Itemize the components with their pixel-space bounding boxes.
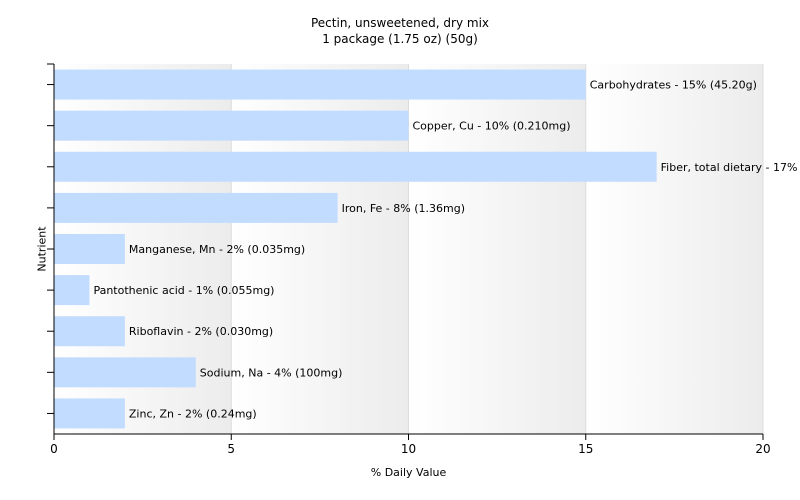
y-axis-label: Nutrient bbox=[35, 226, 49, 272]
bar bbox=[54, 234, 125, 264]
bar bbox=[54, 316, 125, 347]
bar-data-label: Zinc, Zn - 2% (0.24mg) bbox=[129, 407, 257, 420]
bar bbox=[54, 192, 338, 223]
bar-data-label: Manganese, Mn - 2% (0.035mg) bbox=[129, 243, 305, 256]
bar bbox=[54, 275, 90, 306]
bar-data-label: Carbohydrates - 15% (45.20g) bbox=[590, 79, 757, 92]
x-tick-label: 15 bbox=[578, 442, 593, 456]
bar-data-label: Riboflavin - 2% (0.030mg) bbox=[129, 325, 273, 338]
bar bbox=[54, 151, 657, 182]
bar bbox=[54, 110, 409, 141]
chart-title: Pectin, unsweetened, dry mix bbox=[310, 16, 490, 30]
grid-band bbox=[585, 64, 763, 434]
x-axis-label: % Daily Value bbox=[370, 466, 447, 479]
bar-data-label: Sodium, Na - 4% (100mg) bbox=[200, 366, 343, 379]
chart-subtitle: 1 package (1.75 oz) (50g) bbox=[322, 32, 478, 46]
x-tick-label: 5 bbox=[227, 442, 235, 456]
x-tick-label: 10 bbox=[401, 442, 416, 456]
bar-data-label: Copper, Cu - 10% (0.210mg) bbox=[413, 120, 571, 133]
grid-band bbox=[408, 64, 586, 434]
bar bbox=[54, 398, 125, 429]
x-tick-label: 20 bbox=[755, 442, 770, 456]
bar-data-label: Pantothenic acid - 1% (0.055mg) bbox=[93, 284, 274, 297]
bar-data-label: Iron, Fe - 8% (1.36mg) bbox=[342, 202, 465, 215]
bar bbox=[54, 69, 586, 100]
bar-data-label: Fiber, total dietary - 17% (4.3g) bbox=[661, 161, 800, 174]
bar bbox=[54, 357, 196, 388]
x-tick-label: 0 bbox=[50, 442, 58, 456]
